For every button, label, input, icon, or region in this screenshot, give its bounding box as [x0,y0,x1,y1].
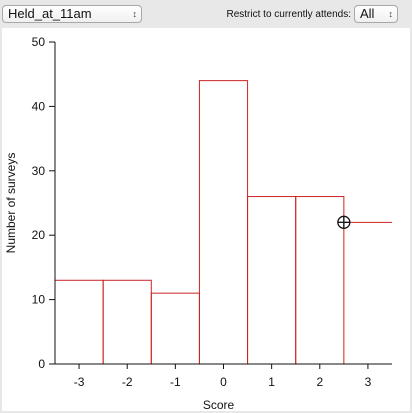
histogram-bar [150,292,200,365]
y-tick-label: 0 [38,357,45,371]
y-axis-ticks: 0 10 20 30 40 50 [32,35,55,371]
variable-select-value: Held_at_11am [8,6,92,21]
histogram-bar [102,279,152,365]
y-tick-label: 30 [32,164,46,178]
filter-select[interactable]: All ↕ [354,5,398,23]
filter-select-value: All [360,6,375,21]
x-tick-label: 1 [268,375,275,389]
x-axis-ticks: -3 -2 -1 0 1 2 3 [74,364,372,389]
x-tick-label: -3 [74,375,85,389]
x-tick-label: 3 [365,375,372,389]
x-tick-label: -2 [122,375,133,389]
filter-label: Restrict to currently attends: [226,9,352,20]
variable-select[interactable]: Held_at_11am ↕ [2,5,142,23]
x-tick-label: 2 [316,375,323,389]
histogram-bar [198,80,249,365]
x-tick-label: -1 [170,375,181,389]
crosshair-cursor-icon [337,215,351,229]
x-axis-title: Score [203,398,235,411]
histogram-chart: 0 10 20 30 40 50 -3 -2 -1 0 1 2 3 Number of surveys… [4,35,392,411]
select-arrows-icon: ↕ [132,9,138,19]
y-tick-label: 40 [32,99,46,113]
histogram-panel: 0 10 20 30 40 50 -3 -2 -1 0 1 2 3 Number of surveys… [2,28,410,411]
toolbar: Held_at_11am ↕ Restrict to currently att… [0,0,412,28]
select-arrows-icon: ↕ [388,9,394,19]
y-tick-label: 50 [32,35,46,49]
x-tick-label: 0 [220,375,227,389]
histogram-bar [54,279,104,365]
y-tick-label: 20 [32,228,46,242]
y-axis-title: Number of surveys [4,153,18,254]
histogram-bar [247,196,297,365]
y-tick-label: 10 [32,293,46,307]
histogram-bar [295,196,345,365]
